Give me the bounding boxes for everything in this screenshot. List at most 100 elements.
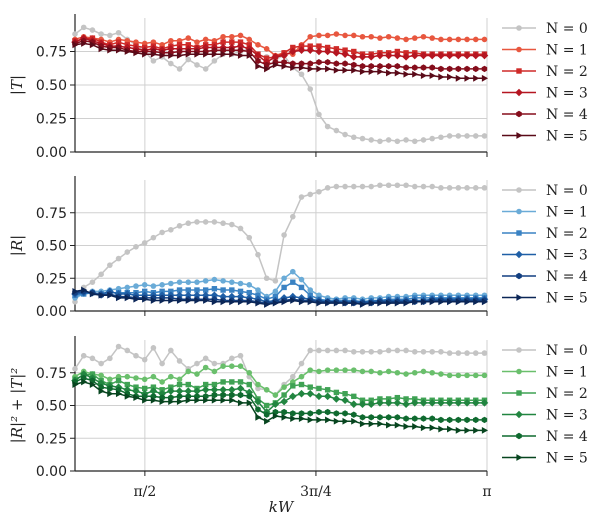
data-point [438, 298, 445, 306]
data-point [246, 393, 252, 400]
data-point [298, 298, 306, 306]
data-point [150, 58, 157, 64]
data-point [359, 183, 366, 190]
data-point [271, 400, 280, 408]
legend-marker [516, 347, 522, 353]
data-point [332, 395, 341, 403]
data-point [264, 417, 271, 425]
data-point [98, 360, 104, 367]
data-point [411, 183, 418, 190]
data-point [341, 50, 349, 58]
data-point [402, 53, 410, 61]
data-point [202, 355, 209, 362]
legend-entry: N = 1 [502, 205, 588, 221]
legend-entry: N = 4 [502, 269, 588, 285]
data-point [133, 49, 140, 57]
data-point [168, 226, 174, 233]
data-point [377, 299, 384, 307]
data-point [185, 56, 192, 63]
data-point [385, 396, 392, 402]
data-point [446, 133, 453, 139]
data-point [237, 280, 244, 287]
data-point [455, 74, 462, 82]
data-point [81, 40, 88, 47]
data-point [298, 71, 305, 78]
data-point [281, 413, 288, 421]
data-point [481, 416, 488, 424]
legend-label: N = 2 [546, 64, 588, 80]
data-point [237, 47, 244, 54]
data-point [403, 64, 409, 71]
data-point [377, 68, 384, 75]
data-point [194, 219, 200, 225]
y-tick-label: 0.00 [36, 464, 67, 480]
data-point [141, 288, 148, 295]
data-point [80, 24, 87, 31]
data-point [132, 387, 140, 395]
data-point [202, 381, 209, 388]
panel-2: 0.00 0.25 0.50 0.75 |R| N = 0 N = 1 N = 2 N = 3 N… [8, 176, 588, 320]
data-point [229, 298, 236, 306]
series-0 [72, 24, 488, 145]
data-point [420, 72, 428, 80]
data-point [394, 369, 401, 376]
data-point [403, 182, 409, 189]
data-point [246, 399, 253, 407]
data-point [386, 299, 393, 307]
data-point [367, 53, 376, 61]
data-point [220, 391, 226, 399]
data-point [350, 367, 357, 373]
data-point [185, 42, 191, 48]
data-point [237, 39, 244, 45]
data-point [298, 43, 305, 49]
data-point [324, 408, 331, 416]
data-point [229, 355, 235, 362]
data-point [203, 297, 210, 304]
data-point [342, 367, 348, 373]
data-point [438, 65, 444, 73]
data-point [194, 39, 200, 45]
data-point [211, 381, 218, 388]
panel-3: 0.00 0.25 0.50 0.75 π/2 3π/4 π |R|² + |T|² N = 0… [8, 336, 588, 500]
data-point [255, 385, 261, 392]
data-point [342, 347, 348, 354]
data-point [481, 36, 488, 43]
y-tick-label: 0.25 [36, 271, 67, 287]
data-point [455, 298, 462, 306]
data-point [185, 381, 191, 388]
legend-entry: N = 2 [502, 386, 588, 402]
data-point [377, 35, 383, 41]
legend-label: N = 5 [546, 291, 588, 307]
data-point [211, 50, 218, 58]
legend-entry: N = 0 [502, 343, 588, 359]
data-point [342, 66, 349, 74]
data-point [316, 347, 322, 354]
data-point [133, 352, 139, 359]
data-point [203, 50, 210, 58]
data-point [220, 287, 226, 293]
data-point [385, 33, 392, 40]
data-point [246, 234, 253, 241]
data-point [455, 133, 462, 139]
data-point [289, 392, 297, 401]
data-point [419, 399, 428, 407]
data-point [220, 363, 226, 370]
data-point [368, 68, 375, 75]
data-point [236, 292, 245, 301]
data-point [445, 51, 454, 60]
data-point [246, 36, 253, 43]
data-point [264, 301, 271, 308]
data-point [325, 416, 332, 424]
data-point [403, 36, 409, 43]
data-point [141, 240, 148, 246]
legend-marker [516, 46, 522, 53]
data-point [184, 291, 193, 300]
data-point [255, 42, 261, 48]
data-point [142, 396, 149, 404]
data-point [481, 350, 488, 356]
data-point [473, 65, 479, 73]
data-point [72, 366, 78, 372]
data-point [420, 137, 427, 143]
data-point [219, 292, 227, 301]
data-point [324, 32, 331, 39]
